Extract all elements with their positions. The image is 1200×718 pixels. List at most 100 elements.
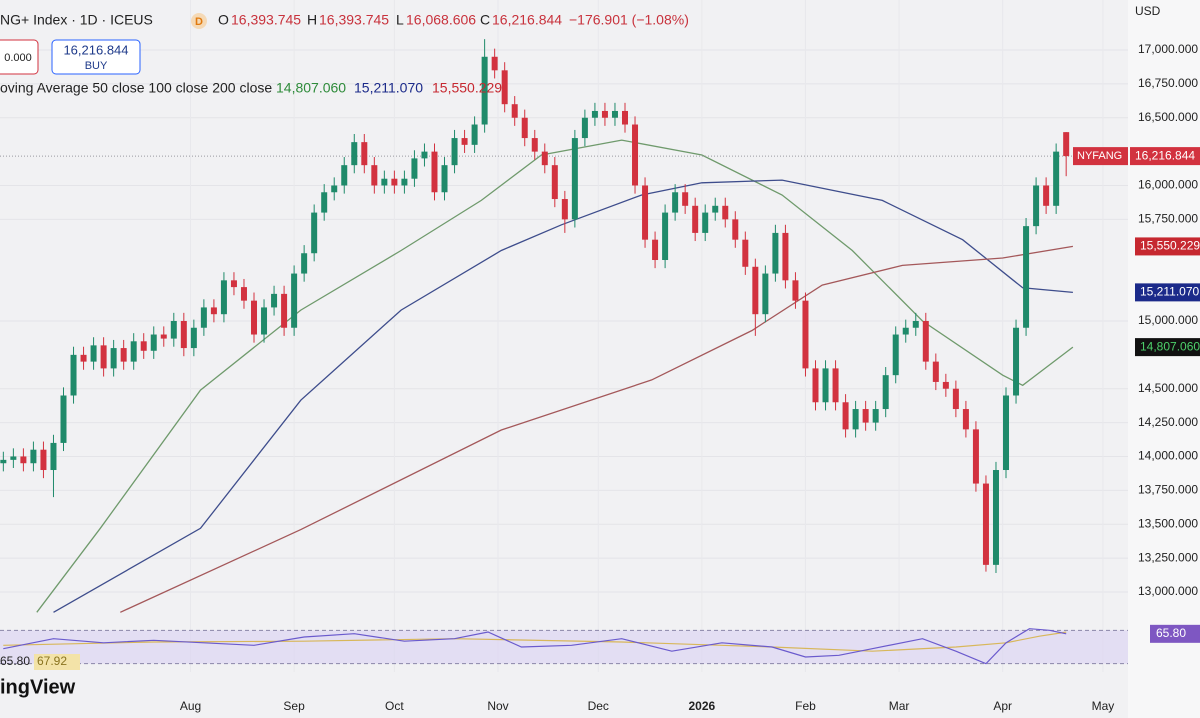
candle-body bbox=[311, 212, 318, 254]
sell-button[interactable] bbox=[0, 39, 39, 75]
x-tick-label: Sep bbox=[283, 699, 305, 713]
candle-body bbox=[50, 442, 57, 471]
y-tick-label: 13,000.000 bbox=[1138, 584, 1198, 598]
x-tick-label: Dec bbox=[588, 699, 609, 713]
candle-body bbox=[60, 395, 67, 443]
candle-body bbox=[752, 266, 759, 315]
y-tick-label: 16,500.000 bbox=[1138, 110, 1198, 124]
candle-body bbox=[812, 368, 819, 403]
x-tick-label: Oct bbox=[385, 699, 404, 713]
candle-body bbox=[361, 142, 368, 166]
ma-tag-bg bbox=[1135, 237, 1200, 256]
buy-button[interactable] bbox=[51, 39, 141, 75]
ohlc-label: H bbox=[307, 12, 317, 28]
y-tick-label: 14,500.000 bbox=[1138, 381, 1198, 395]
x-tick-label: Aug bbox=[180, 699, 201, 713]
candle-body bbox=[662, 212, 669, 261]
candle-body bbox=[521, 117, 528, 139]
y-tick-label: 14,250.000 bbox=[1138, 415, 1198, 429]
x-tick-label: Nov bbox=[487, 699, 508, 713]
candle-body bbox=[291, 273, 298, 328]
candle-body bbox=[281, 293, 288, 328]
candle-body bbox=[531, 138, 538, 152]
candle-body bbox=[170, 320, 177, 339]
candle-body bbox=[30, 449, 37, 464]
candle-body bbox=[461, 138, 468, 145]
candle-body bbox=[1013, 327, 1020, 396]
candle-body bbox=[321, 192, 328, 213]
candle-body bbox=[621, 110, 628, 125]
candle-body bbox=[601, 110, 608, 118]
ohlc-value: 16,393.745 bbox=[231, 12, 301, 28]
candle-body bbox=[1033, 185, 1040, 227]
candle-body bbox=[261, 307, 268, 335]
candle-body bbox=[90, 345, 97, 362]
candle-body bbox=[100, 345, 107, 369]
candle-body bbox=[632, 124, 639, 186]
candle-body bbox=[331, 185, 338, 193]
candle-body bbox=[391, 178, 398, 186]
candle-body bbox=[972, 429, 979, 484]
candle-body bbox=[190, 327, 197, 349]
y-tick-label: 17,000.000 bbox=[1138, 42, 1198, 56]
candle-body bbox=[932, 361, 939, 382]
candle-body bbox=[792, 280, 799, 301]
ma-tag: 14,807.060 bbox=[1140, 339, 1200, 353]
y-tick-label: 15,750.000 bbox=[1138, 212, 1198, 226]
candle-body bbox=[431, 151, 438, 193]
candle-body bbox=[822, 368, 829, 403]
candle-body bbox=[150, 334, 157, 351]
candle-body bbox=[451, 138, 458, 166]
candle-body bbox=[180, 320, 187, 349]
ohlc-value: 16,216.844 bbox=[492, 12, 562, 28]
y-tick-label: 15,000.000 bbox=[1138, 313, 1198, 327]
candle-body bbox=[802, 300, 809, 369]
ohlc-value: 16,393.745 bbox=[319, 12, 389, 28]
candle-body bbox=[561, 199, 568, 220]
candle-body bbox=[110, 348, 117, 369]
badge: D bbox=[195, 16, 203, 28]
candle-body bbox=[80, 354, 87, 362]
x-tick-label: May bbox=[1092, 699, 1115, 713]
candle-body bbox=[471, 124, 478, 145]
change: −176.901 (−1.08%) bbox=[569, 12, 689, 28]
candle-body bbox=[140, 341, 147, 351]
symbol: NG+ Index · 1D · ICEUS bbox=[0, 12, 153, 28]
candle-body bbox=[772, 232, 779, 274]
candle-body bbox=[20, 456, 27, 464]
x-tick-label: Apr bbox=[993, 699, 1012, 713]
rsi-line bbox=[3, 628, 1067, 665]
candle-body bbox=[1053, 151, 1060, 206]
candle-body bbox=[0, 459, 7, 464]
candle-body bbox=[581, 117, 588, 139]
moving-average-line bbox=[36, 139, 1074, 613]
candle-body bbox=[501, 70, 508, 105]
candle-body bbox=[1063, 132, 1070, 157]
candle-body bbox=[220, 280, 227, 315]
candle-body bbox=[722, 205, 729, 220]
candle-body bbox=[1023, 226, 1030, 328]
candle-body bbox=[10, 456, 17, 460]
ohlc-value: 16,068.606 bbox=[406, 12, 476, 28]
candle-body bbox=[852, 409, 859, 430]
header: NG+ Index · 1D · ICEUS D O 16,393.745 H … bbox=[0, 4, 1161, 698]
y-tick-label: 13,500.000 bbox=[1138, 516, 1198, 530]
candle-body bbox=[882, 375, 889, 410]
candle-body bbox=[712, 205, 719, 213]
candle-body bbox=[872, 409, 879, 423]
candle-body bbox=[551, 165, 558, 200]
candle-body bbox=[351, 142, 358, 166]
rsi-ma-tag bbox=[34, 654, 80, 670]
candle-body bbox=[240, 287, 247, 301]
candle-body bbox=[702, 212, 709, 233]
candle-body bbox=[732, 219, 739, 240]
candle-body bbox=[742, 239, 749, 267]
candle-body bbox=[511, 104, 518, 118]
moving-average-line bbox=[120, 245, 1074, 613]
candle-body bbox=[210, 307, 217, 315]
candle-body bbox=[762, 273, 769, 315]
candle-body bbox=[230, 280, 237, 288]
y-tick-label: 16,750.000 bbox=[1138, 76, 1198, 90]
candle-body bbox=[371, 165, 378, 186]
